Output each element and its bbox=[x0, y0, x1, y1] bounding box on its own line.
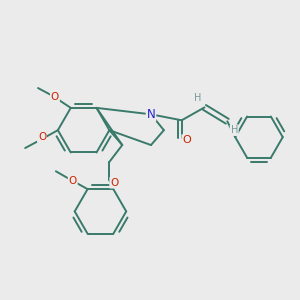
Text: H: H bbox=[194, 94, 201, 103]
Text: O: O bbox=[51, 92, 59, 102]
Text: O: O bbox=[38, 132, 46, 142]
Text: N: N bbox=[147, 108, 155, 121]
Text: H: H bbox=[230, 125, 238, 135]
Text: O: O bbox=[110, 178, 118, 188]
Text: O: O bbox=[182, 135, 191, 145]
Text: O: O bbox=[69, 176, 77, 186]
